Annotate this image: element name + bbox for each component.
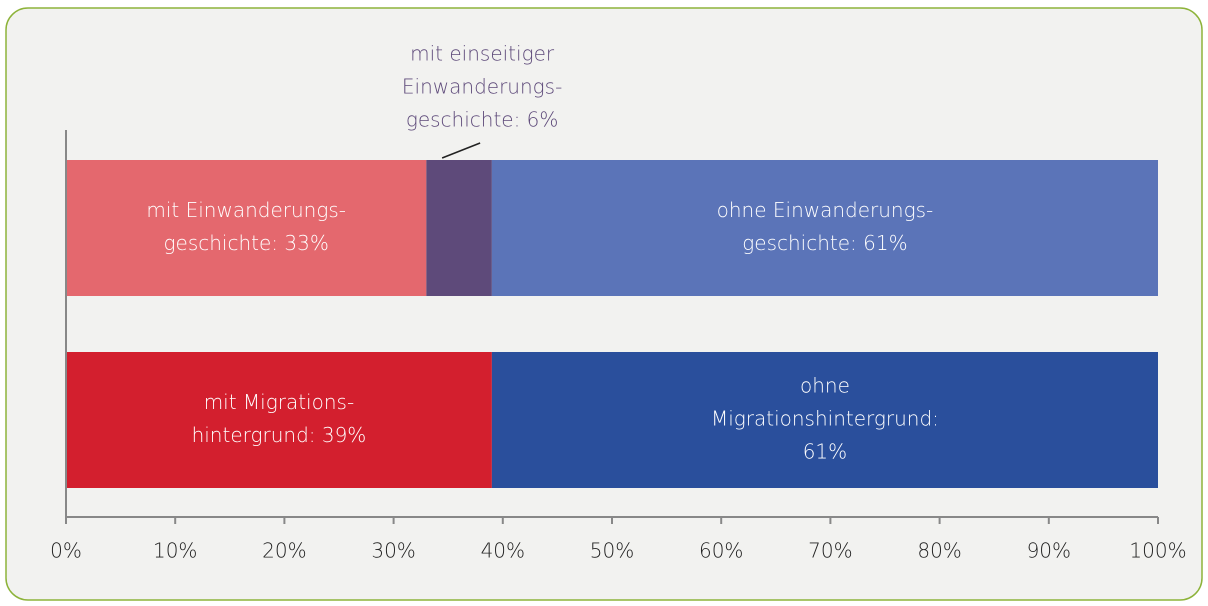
- data-label: ohne Einwanderungs-: [717, 198, 934, 222]
- x-tick-label: 40%: [481, 539, 525, 563]
- data-label: Migrationshintergrund:: [711, 407, 939, 431]
- data-label: geschichte: 6%: [406, 108, 559, 132]
- data-label: mit Migrations-: [204, 390, 354, 414]
- x-tick-label: 70%: [808, 539, 852, 563]
- data-label: geschichte: 33%: [164, 231, 329, 255]
- bar-segment: [491, 352, 1158, 488]
- data-label: hintergrund: 39%: [192, 423, 367, 447]
- data-label: mit einseitiger: [410, 42, 555, 66]
- x-tick-label: 30%: [371, 539, 415, 563]
- leader-line: [441, 142, 481, 159]
- data-label: 61%: [803, 440, 847, 464]
- x-tick-label: 100%: [1129, 539, 1186, 563]
- x-tick-label: 20%: [262, 539, 306, 563]
- bar-segment: [66, 160, 427, 296]
- x-tick-label: 80%: [917, 539, 961, 563]
- x-tick-label: 10%: [153, 539, 197, 563]
- x-tick-label: 60%: [699, 539, 743, 563]
- x-tick-label: 50%: [590, 539, 634, 563]
- data-label: mit Einwanderungs-: [146, 198, 346, 222]
- data-label: Einwanderungs-: [402, 75, 562, 99]
- data-label: ohne: [800, 374, 850, 398]
- x-tick-label: 0%: [50, 539, 82, 563]
- bar-segment: [426, 160, 492, 296]
- x-tick-label: 90%: [1027, 539, 1071, 563]
- bar-segment: [66, 352, 492, 488]
- bar-segment: [491, 160, 1158, 296]
- chart-frame: [5, 7, 1203, 601]
- data-label: geschichte: 61%: [742, 231, 907, 255]
